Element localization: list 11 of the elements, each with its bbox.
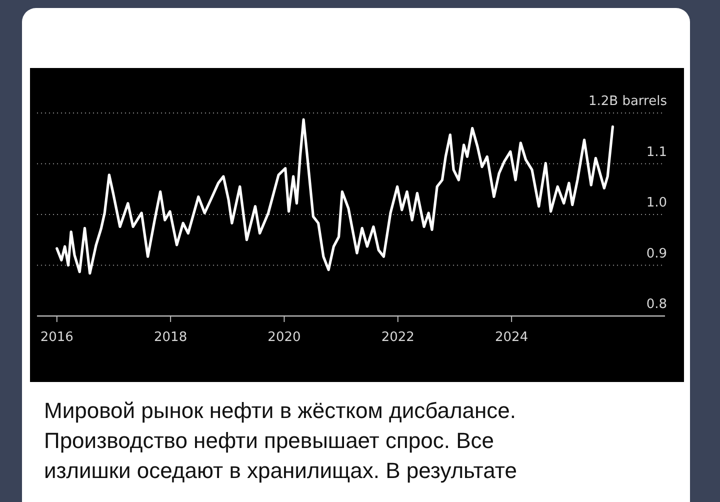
y-tick-label: 1.1 (646, 144, 667, 160)
y-tick-label: 0.8 (646, 297, 667, 312)
text: Мировой рынок нефти в жёстком дисбалансе. Производство нефти превышает спрос. Все излишки оседают в хранилищах. В результате (44, 398, 517, 483)
x-tick-label: 2020 (268, 330, 301, 345)
y-tick-label: 1.0 (646, 196, 667, 210)
x-tick-label: 2016 (40, 330, 74, 345)
y-tick-label: 1.2B barrels (588, 94, 668, 109)
y-tick-label: 0.9 (646, 246, 667, 262)
x-tick-label: 2022 (381, 330, 414, 345)
x-tick-label: 2018 (154, 330, 188, 345)
x-tick-label: 2024 (495, 330, 528, 345)
